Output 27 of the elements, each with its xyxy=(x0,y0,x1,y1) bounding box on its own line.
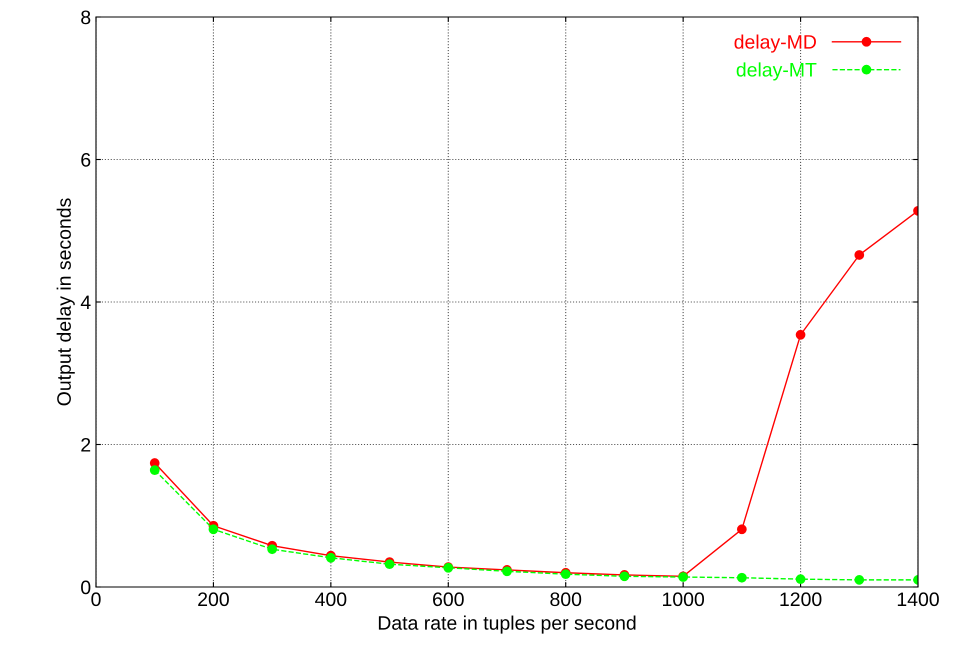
y-tick-label: 4 xyxy=(80,296,91,310)
point xyxy=(150,465,160,476)
y-axis-title: Output delay in seconds xyxy=(56,198,75,406)
x-tick-label: 0 xyxy=(91,592,101,606)
x-tick-label: 400 xyxy=(315,592,346,606)
y-tick-label: 8 xyxy=(81,10,90,24)
point xyxy=(796,330,806,340)
point xyxy=(208,524,218,534)
y-tick-label: 6 xyxy=(81,152,90,167)
x-tick-label: 200 xyxy=(198,592,229,606)
point xyxy=(736,572,747,583)
x-axis-title: Data rate in tuples per second xyxy=(378,616,636,634)
x-tick-label: 1400 xyxy=(898,592,939,606)
x-tick-label: 1200 xyxy=(780,592,822,606)
legend-label: delay-MT xyxy=(736,62,816,80)
point xyxy=(736,524,747,534)
x-tick-label: 1000 xyxy=(663,592,704,606)
point xyxy=(267,544,278,554)
legend-label: delay-MD xyxy=(734,34,816,53)
point xyxy=(796,574,806,584)
y-tick-label: 0 xyxy=(81,580,90,594)
x-tick-label: 600 xyxy=(433,592,464,606)
point xyxy=(854,575,864,585)
point xyxy=(384,559,394,570)
point xyxy=(854,250,864,260)
y-tick-label: 2 xyxy=(81,438,90,452)
x-tick-label: 800 xyxy=(550,592,582,606)
